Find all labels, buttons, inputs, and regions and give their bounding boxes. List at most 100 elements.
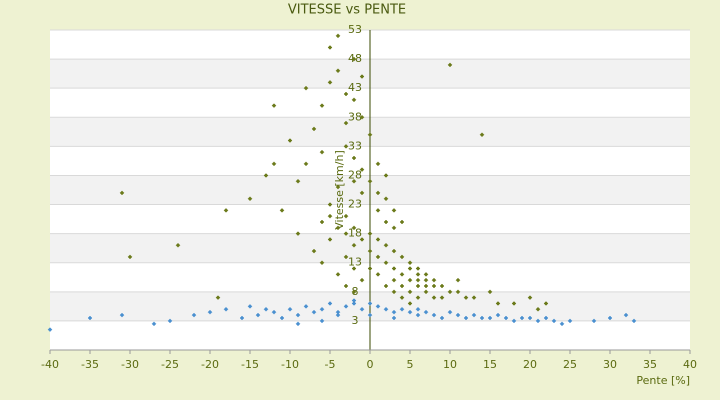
plot-area bbox=[50, 29, 690, 350]
x-tick-label: 40 bbox=[683, 358, 697, 371]
point bbox=[383, 260, 389, 266]
point bbox=[423, 277, 429, 283]
point bbox=[359, 167, 365, 172]
point bbox=[303, 304, 309, 309]
point bbox=[295, 231, 301, 236]
point bbox=[303, 85, 309, 91]
point bbox=[271, 103, 277, 108]
point bbox=[415, 277, 421, 283]
point bbox=[391, 289, 397, 295]
point bbox=[455, 277, 461, 283]
point bbox=[487, 289, 493, 295]
point bbox=[375, 237, 381, 242]
point bbox=[319, 318, 325, 324]
point bbox=[495, 301, 501, 306]
point bbox=[391, 208, 397, 213]
point bbox=[431, 312, 437, 318]
point bbox=[287, 138, 293, 143]
point bbox=[215, 295, 221, 300]
point bbox=[407, 309, 413, 315]
point bbox=[471, 312, 477, 318]
x-tick-label: 30 bbox=[603, 358, 617, 371]
point bbox=[367, 312, 373, 318]
x-tick-label: 5 bbox=[407, 358, 414, 371]
point bbox=[319, 306, 325, 312]
point bbox=[263, 173, 269, 178]
point bbox=[631, 318, 637, 324]
point bbox=[127, 254, 133, 260]
point bbox=[351, 298, 357, 303]
x-tick-label: -15 bbox=[241, 358, 259, 371]
point bbox=[295, 321, 301, 327]
point bbox=[327, 80, 333, 85]
point bbox=[287, 306, 293, 312]
point bbox=[279, 208, 285, 213]
point bbox=[383, 196, 389, 202]
x-tick-label: 10 bbox=[443, 358, 457, 371]
x-tick-label: -30 bbox=[121, 358, 139, 371]
point bbox=[263, 306, 269, 312]
point bbox=[623, 312, 629, 318]
point bbox=[391, 248, 397, 254]
y-tick-label: 13 bbox=[348, 256, 362, 269]
point bbox=[351, 242, 357, 248]
y-tick-label: 28 bbox=[348, 168, 362, 181]
point bbox=[431, 295, 437, 300]
point bbox=[439, 283, 445, 289]
point bbox=[399, 295, 405, 300]
point bbox=[351, 289, 357, 295]
point bbox=[431, 277, 437, 283]
point bbox=[479, 132, 485, 138]
point bbox=[431, 283, 437, 289]
point bbox=[399, 283, 405, 289]
x-tick-label: -40 bbox=[41, 358, 59, 371]
x-tick-label: 25 bbox=[563, 358, 577, 371]
point bbox=[319, 219, 325, 225]
point bbox=[351, 155, 357, 161]
point bbox=[271, 309, 277, 315]
point bbox=[87, 315, 93, 321]
point bbox=[399, 219, 405, 225]
point bbox=[543, 315, 549, 321]
point bbox=[359, 114, 365, 120]
point bbox=[487, 315, 493, 321]
point bbox=[359, 237, 365, 242]
point bbox=[439, 295, 445, 300]
point bbox=[351, 56, 357, 62]
y-tick-label: 33 bbox=[348, 139, 362, 152]
point bbox=[527, 295, 533, 300]
point bbox=[415, 272, 421, 277]
point bbox=[175, 242, 181, 248]
point bbox=[247, 304, 253, 309]
point bbox=[375, 254, 381, 260]
point bbox=[119, 312, 125, 318]
point bbox=[311, 126, 317, 132]
point bbox=[367, 301, 373, 306]
point bbox=[367, 132, 373, 138]
point bbox=[391, 277, 397, 283]
point bbox=[463, 315, 469, 321]
point bbox=[279, 315, 285, 321]
point bbox=[327, 213, 333, 219]
x-tick-label: -5 bbox=[325, 358, 336, 371]
point bbox=[327, 301, 333, 306]
point bbox=[319, 149, 325, 155]
point bbox=[391, 309, 397, 315]
point bbox=[399, 254, 405, 260]
point bbox=[343, 120, 349, 126]
point bbox=[375, 304, 381, 309]
x-tick-label: 15 bbox=[483, 358, 497, 371]
point bbox=[151, 321, 157, 327]
point bbox=[391, 225, 397, 231]
point bbox=[383, 219, 389, 225]
point bbox=[383, 173, 389, 178]
point bbox=[535, 318, 541, 324]
point bbox=[351, 266, 357, 271]
x-tick-label: -20 bbox=[201, 358, 219, 371]
point bbox=[423, 283, 429, 289]
point bbox=[391, 266, 397, 271]
y-tick-label: 23 bbox=[348, 198, 362, 211]
point bbox=[311, 309, 317, 315]
point bbox=[255, 312, 261, 318]
